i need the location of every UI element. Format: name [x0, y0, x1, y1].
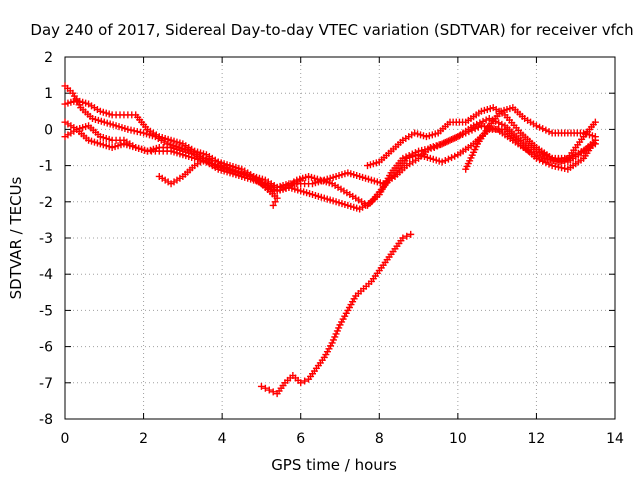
data-point [257, 382, 265, 390]
data-point [407, 230, 415, 238]
x-tick-label: 12 [528, 431, 546, 447]
chart-title: Day 240 of 2017, Sidereal Day-to-day VTE… [30, 21, 633, 39]
data-point [476, 119, 484, 127]
data-point [269, 388, 277, 396]
data-point [591, 118, 599, 126]
x-tick-label: 2 [139, 431, 148, 447]
y-tick-label: -7 [39, 376, 53, 392]
data-point [127, 126, 135, 134]
y-tick-label: 0 [44, 122, 53, 138]
data-point [130, 127, 138, 135]
y-axis-label: SDTVAR / TECUs [7, 176, 25, 299]
data-point [482, 116, 490, 124]
data-point [551, 162, 559, 170]
x-axis-label: GPS time / hours [271, 456, 397, 474]
data-point [539, 125, 547, 133]
data-point [124, 125, 132, 133]
data-point [440, 139, 448, 147]
data-point [271, 198, 279, 206]
data-point [542, 126, 550, 134]
x-tick-label: 14 [606, 431, 624, 447]
y-tick-label: -2 [39, 195, 53, 211]
data-point [449, 135, 457, 143]
y-tick-label: -1 [39, 159, 53, 175]
data-point [479, 117, 487, 125]
data-point [403, 232, 411, 240]
data-point [539, 157, 547, 165]
data-point [273, 194, 281, 202]
data-point [545, 128, 553, 136]
data-point [490, 125, 498, 133]
y-tick-label: -8 [39, 412, 53, 428]
data-point [532, 122, 540, 130]
data-point [542, 159, 550, 167]
data-point [301, 377, 309, 385]
data-point [485, 115, 493, 123]
data-point [536, 123, 544, 131]
y-tick-label: -5 [39, 303, 53, 319]
x-tick-label: 6 [296, 431, 305, 447]
data-point [591, 133, 599, 141]
data-point [495, 119, 503, 127]
data-point [441, 138, 449, 146]
data-point [558, 164, 566, 172]
data-point [297, 176, 305, 184]
data-point [444, 137, 452, 145]
data-point [451, 134, 459, 142]
data-point [473, 120, 481, 128]
y-tick-label: -4 [39, 267, 53, 283]
data-point [451, 152, 459, 160]
x-tick-label: 0 [61, 431, 70, 447]
series-track-6 [257, 230, 415, 398]
data-point [438, 140, 446, 148]
x-tick-label: 10 [449, 431, 467, 447]
series-track-5 [155, 104, 599, 195]
x-tick-label: 8 [375, 431, 384, 447]
data-marks [61, 82, 599, 398]
data-point [446, 136, 454, 144]
y-tick-label: 2 [44, 50, 53, 66]
data-point [448, 136, 456, 144]
data-point [438, 158, 446, 166]
data-point [548, 162, 556, 170]
data-point [536, 156, 544, 164]
data-point [532, 154, 540, 162]
data-point [470, 122, 478, 130]
data-point [448, 154, 456, 162]
data-point [455, 132, 463, 140]
data-point [269, 201, 277, 209]
data-point [444, 155, 452, 163]
data-point [561, 164, 569, 172]
y-tick-label: -3 [39, 231, 53, 247]
data-point [265, 386, 273, 394]
grid-lines [65, 57, 615, 419]
data-point [441, 157, 449, 165]
data-point [452, 133, 460, 141]
data-point [545, 160, 553, 168]
data-point [443, 138, 451, 146]
data-point [554, 163, 562, 171]
data-point [399, 234, 407, 242]
data-point [297, 379, 305, 387]
y-tick-label: -6 [39, 340, 53, 356]
data-point [133, 128, 141, 136]
x-tick-label: 4 [218, 431, 227, 447]
y-tick-label: 1 [44, 86, 53, 102]
data-point [136, 128, 144, 136]
data-point [261, 384, 269, 392]
